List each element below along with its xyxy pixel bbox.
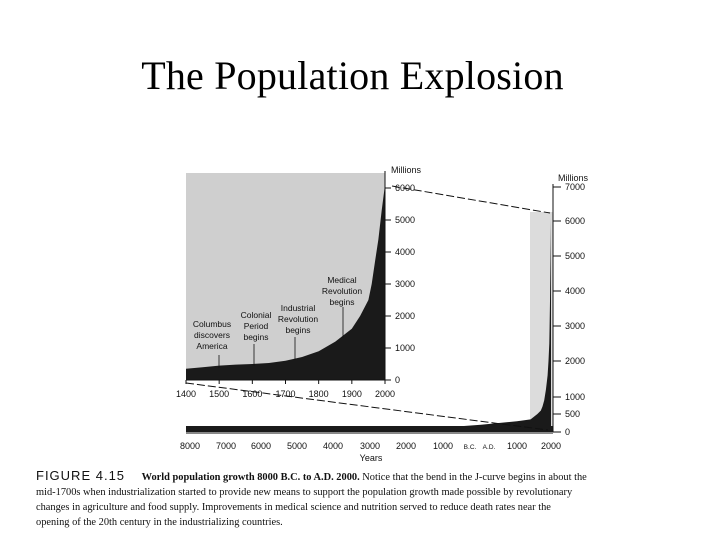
inset-annotation-text: begins bbox=[329, 297, 354, 307]
main-y-tick-label: 3000 bbox=[565, 321, 585, 331]
main-x-tick-label: A.D. bbox=[483, 444, 496, 451]
inset-annotation-text: Revolution bbox=[322, 286, 362, 296]
inset-y-tick-label: 1000 bbox=[395, 343, 415, 353]
inset-y-tick-label: 0 bbox=[395, 375, 400, 385]
inset-annotation-text: Medical bbox=[327, 275, 356, 285]
caption-line: changes in agriculture and food supply. … bbox=[36, 502, 551, 513]
slide-title: The Population Explosion bbox=[141, 53, 564, 98]
main-x-tick-label: 4000 bbox=[323, 441, 343, 451]
inset-y-tick-label: 2000 bbox=[395, 311, 415, 321]
main-x-tick-label: 2000 bbox=[541, 441, 561, 451]
main-zoom-region bbox=[530, 212, 553, 432]
inset-y-tick-label: 3000 bbox=[395, 279, 415, 289]
main-x-tick-label: 5000 bbox=[287, 441, 307, 451]
inset-y-tick-label: 4000 bbox=[395, 247, 415, 257]
main-x-tick-label: 2000 bbox=[396, 441, 416, 451]
inset-population-area bbox=[186, 184, 385, 380]
zoom-connector-lines bbox=[185, 185, 551, 431]
main-y-tick-label: 1000 bbox=[565, 392, 585, 402]
caption-bold-title: World population growth 8000 B.C. to A.D… bbox=[141, 472, 360, 483]
caption-figure-label: FIGURE 4.15 bbox=[36, 468, 126, 483]
zoom-connector-bottom bbox=[185, 382, 549, 431]
main-y-tick-label: 6000 bbox=[565, 216, 585, 226]
main-x-tick-label: 6000 bbox=[251, 441, 271, 451]
inset-x-tick-label: 1500 bbox=[209, 389, 229, 399]
main-y-tick-label: 5000 bbox=[565, 251, 585, 261]
inset-x-tick-label: 1900 bbox=[342, 389, 362, 399]
inset-annotation-text: begins bbox=[285, 325, 310, 335]
main-y-unit-label: Millions bbox=[558, 173, 589, 183]
main-y-tick-label: 500 bbox=[565, 409, 580, 419]
caption-line: mid-1700s when industrialization started… bbox=[36, 487, 573, 498]
main-x-tick-label: B.C. bbox=[464, 444, 477, 451]
main-y-tick-label: 0 bbox=[565, 427, 570, 437]
inset-y-tick-label: 5000 bbox=[395, 215, 415, 225]
inset-annotation-text: Columbus bbox=[193, 319, 231, 329]
zoom-connector-top bbox=[391, 185, 551, 214]
caption-line: opening of the 20th century in the indus… bbox=[36, 517, 283, 528]
inset-x-tick-label: 1600 bbox=[242, 389, 262, 399]
inset-x-tick-label: 1700 bbox=[275, 389, 295, 399]
inset-chart: 0100020003000400050006000Millions1400150… bbox=[176, 165, 422, 399]
main-y-tick-label: 7000 bbox=[565, 182, 585, 192]
inset-annotation-text: America bbox=[196, 341, 227, 351]
main-y-tick-label: 2000 bbox=[565, 356, 585, 366]
inset-annotation-text: Colonial bbox=[241, 310, 272, 320]
inset-annotation-text: discovers bbox=[194, 330, 230, 340]
inset-y-unit-label: Millions bbox=[391, 165, 422, 175]
inset-x-tick-label: 1400 bbox=[176, 389, 196, 399]
inset-annotation-text: Industrial bbox=[281, 303, 316, 313]
main-x-tick-label: 1000 bbox=[433, 441, 453, 451]
figure-caption: FIGURE 4.15 World population growth 8000… bbox=[36, 468, 720, 530]
main-baseline-band bbox=[186, 426, 553, 432]
main-x-tick-label: 1000 bbox=[507, 441, 527, 451]
caption-line: Notice that the bend in the J-curve begi… bbox=[362, 472, 587, 483]
main-x-tick-label: 8000 bbox=[180, 441, 200, 451]
main-x-tick-label: 7000 bbox=[216, 441, 236, 451]
inset-annotation-text: begins bbox=[243, 332, 268, 342]
main-x-tick-label: 3000 bbox=[360, 441, 380, 451]
inset-annotation-text: Revolution bbox=[278, 314, 318, 324]
main-y-tick-label: 4000 bbox=[565, 286, 585, 296]
inset-annotation-text: Period bbox=[244, 321, 269, 331]
main-x-axis-label: Years bbox=[360, 453, 383, 463]
main-chart: 05001000200030004000500060007000Millions… bbox=[180, 173, 589, 463]
inset-x-tick-label: 2000 bbox=[375, 389, 395, 399]
inset-x-tick-label: 1800 bbox=[309, 389, 329, 399]
